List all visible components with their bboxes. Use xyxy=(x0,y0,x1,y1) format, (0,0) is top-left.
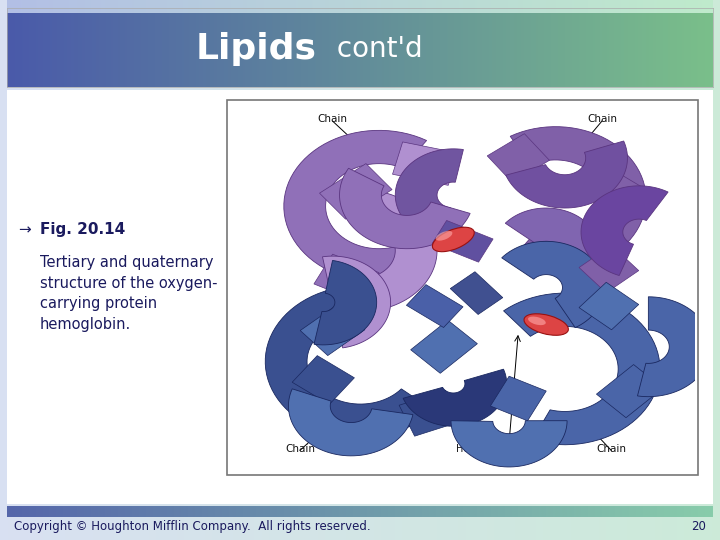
Text: Chain: Chain xyxy=(587,114,617,124)
PathPatch shape xyxy=(395,149,464,241)
PathPatch shape xyxy=(399,390,461,436)
PathPatch shape xyxy=(403,369,507,426)
PathPatch shape xyxy=(406,285,463,327)
Text: structure of the oxygen-: structure of the oxygen- xyxy=(40,276,217,291)
PathPatch shape xyxy=(361,190,437,312)
PathPatch shape xyxy=(451,421,567,467)
PathPatch shape xyxy=(590,171,652,219)
Text: cont'd: cont'd xyxy=(328,36,422,63)
PathPatch shape xyxy=(502,241,604,328)
PathPatch shape xyxy=(392,142,459,185)
Text: Chain: Chain xyxy=(596,444,626,454)
PathPatch shape xyxy=(432,220,493,262)
PathPatch shape xyxy=(314,260,377,345)
Text: 20: 20 xyxy=(690,520,706,533)
Ellipse shape xyxy=(433,227,474,252)
PathPatch shape xyxy=(284,130,427,282)
Text: Tertiary and quaternary: Tertiary and quaternary xyxy=(40,255,213,271)
Text: Copyright © Houghton Mifflin Company.  All rights reserved.: Copyright © Houghton Mifflin Company. Al… xyxy=(14,520,371,533)
PathPatch shape xyxy=(292,356,354,404)
PathPatch shape xyxy=(506,141,627,208)
PathPatch shape xyxy=(579,245,639,293)
PathPatch shape xyxy=(510,127,646,271)
Text: →: → xyxy=(18,222,31,237)
Text: Chain: Chain xyxy=(285,444,315,454)
Text: Fig. 20.14: Fig. 20.14 xyxy=(40,222,125,237)
Ellipse shape xyxy=(524,314,568,335)
PathPatch shape xyxy=(323,256,391,348)
PathPatch shape xyxy=(300,305,365,355)
PathPatch shape xyxy=(581,186,668,275)
PathPatch shape xyxy=(490,376,546,421)
Text: Chain: Chain xyxy=(318,114,348,124)
Ellipse shape xyxy=(528,316,546,325)
Text: hemoglobin.: hemoglobin. xyxy=(40,317,131,332)
PathPatch shape xyxy=(487,134,549,183)
Text: Lipids: Lipids xyxy=(196,32,317,66)
PathPatch shape xyxy=(596,364,663,417)
Text: carrying protein: carrying protein xyxy=(40,296,157,312)
PathPatch shape xyxy=(579,282,639,330)
Ellipse shape xyxy=(436,231,452,241)
PathPatch shape xyxy=(320,164,392,219)
PathPatch shape xyxy=(503,293,660,445)
PathPatch shape xyxy=(410,320,477,373)
PathPatch shape xyxy=(505,208,600,287)
PathPatch shape xyxy=(637,297,711,397)
PathPatch shape xyxy=(265,286,433,437)
PathPatch shape xyxy=(340,168,470,249)
PathPatch shape xyxy=(289,389,413,456)
Text: Heme group: Heme group xyxy=(456,444,516,454)
PathPatch shape xyxy=(450,272,503,314)
PathPatch shape xyxy=(314,254,379,302)
Bar xyxy=(227,100,698,475)
Bar xyxy=(7,90,713,504)
